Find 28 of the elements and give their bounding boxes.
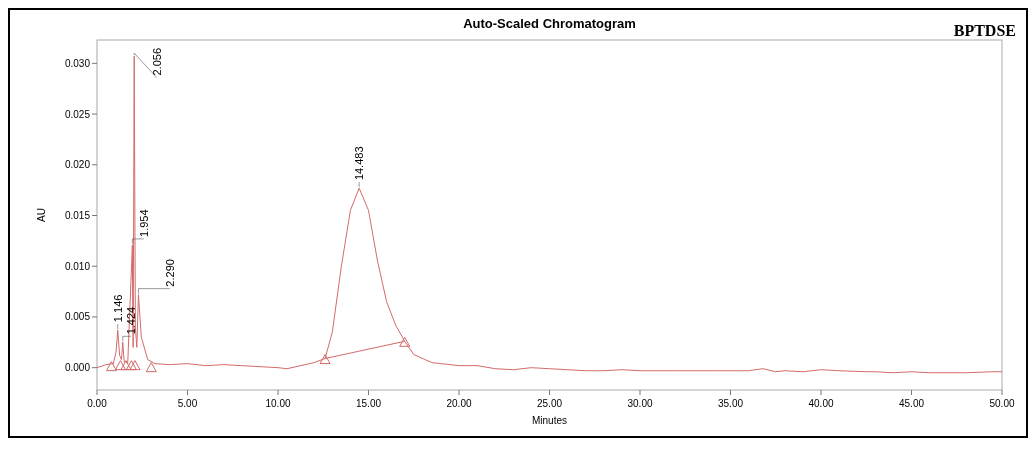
x-tick-label: 5.00 <box>177 398 198 409</box>
annotation: 1.954 <box>137 209 150 237</box>
annotation: 14.483 <box>353 146 366 181</box>
x-tick-label: 45.00 <box>898 398 925 409</box>
x-tick-label: 40.00 <box>808 398 834 409</box>
x-tick-label: 20.00 <box>446 398 472 409</box>
y-tick-label: 0.020 <box>64 159 91 171</box>
x-tick-label: 0.00 <box>87 398 108 409</box>
y-tick-label: 0.005 <box>64 311 91 323</box>
y-tick-label: 0.030 <box>64 57 91 69</box>
x-tick-label: 30.00 <box>627 398 653 409</box>
annotation: 2.056 <box>150 47 163 76</box>
x-tick-label: 35.00 <box>717 398 744 409</box>
annotation: 1.146 <box>111 294 124 323</box>
annotation: 2.290 <box>163 259 176 287</box>
y-tick-label: 0.025 <box>64 108 91 120</box>
y-tick-label: 0.000 <box>64 362 91 374</box>
y-axis-title: AU <box>36 208 47 222</box>
chart-title: Auto-Scaled Chromatogram <box>463 16 636 31</box>
x-tick-label: 15.00 <box>355 398 382 409</box>
y-tick-label: 0.010 <box>64 260 91 272</box>
x-tick-label: 50.00 <box>989 398 1015 409</box>
x-tick-label: 10.00 <box>265 398 291 409</box>
x-axis-title: Minutes <box>531 415 568 426</box>
annotation: 1.424 <box>124 306 137 335</box>
x-tick-label: 25.00 <box>536 398 563 409</box>
y-tick-label: 0.015 <box>64 210 91 222</box>
text: BPTDSE <box>953 22 1016 39</box>
